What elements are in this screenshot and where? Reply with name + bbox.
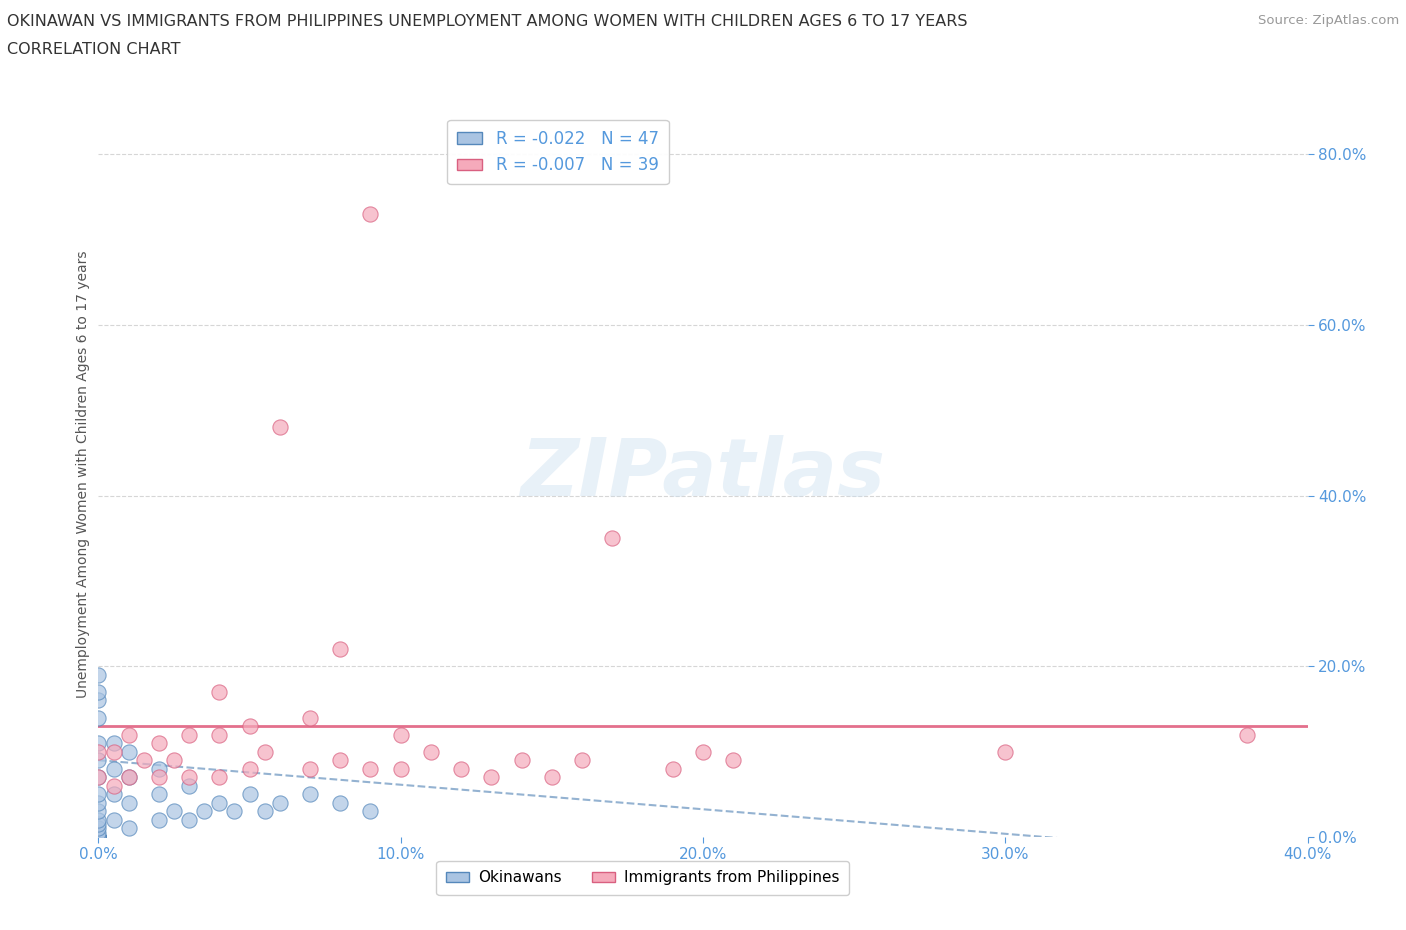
Point — [329, 795, 352, 810]
Point — [179, 778, 201, 793]
Y-axis label: Unemployment Among Women with Children Ages 6 to 17 years: Unemployment Among Women with Children A… — [76, 250, 90, 698]
Point — [1236, 727, 1258, 742]
Point — [723, 752, 745, 767]
Point — [148, 770, 170, 785]
Point — [692, 744, 714, 759]
Point — [87, 830, 110, 844]
Point — [163, 752, 186, 767]
Point — [661, 762, 683, 777]
Text: OKINAWAN VS IMMIGRANTS FROM PHILIPPINES UNEMPLOYMENT AMONG WOMEN WITH CHILDREN A: OKINAWAN VS IMMIGRANTS FROM PHILIPPINES … — [7, 14, 967, 29]
Point — [193, 804, 215, 818]
Point — [87, 684, 110, 699]
Point — [540, 770, 562, 785]
Legend: Okinawans, Immigrants from Philippines: Okinawans, Immigrants from Philippines — [436, 861, 849, 895]
Point — [87, 830, 110, 844]
Point — [118, 744, 141, 759]
Point — [103, 787, 125, 802]
Point — [87, 830, 110, 844]
Point — [87, 830, 110, 844]
Point — [420, 744, 443, 759]
Point — [87, 736, 110, 751]
Point — [481, 770, 503, 785]
Point — [87, 804, 110, 818]
Text: CORRELATION CHART: CORRELATION CHART — [7, 42, 180, 57]
Point — [208, 727, 231, 742]
Point — [103, 762, 125, 777]
Point — [103, 813, 125, 828]
Point — [360, 804, 382, 818]
Point — [148, 787, 170, 802]
Point — [87, 817, 110, 831]
Point — [239, 762, 262, 777]
Point — [132, 752, 155, 767]
Point — [87, 830, 110, 844]
Point — [450, 762, 472, 777]
Point — [179, 813, 201, 828]
Point — [179, 770, 201, 785]
Point — [329, 752, 352, 767]
Point — [87, 693, 110, 708]
Point — [87, 825, 110, 840]
Point — [87, 744, 110, 759]
Point — [103, 778, 125, 793]
Point — [118, 770, 141, 785]
Point — [269, 795, 291, 810]
Point — [389, 762, 412, 777]
Point — [103, 736, 125, 751]
Point — [148, 813, 170, 828]
Point — [87, 668, 110, 683]
Point — [239, 787, 262, 802]
Point — [602, 531, 624, 546]
Point — [163, 804, 186, 818]
Point — [87, 795, 110, 810]
Point — [360, 762, 382, 777]
Point — [87, 752, 110, 767]
Point — [118, 727, 141, 742]
Point — [87, 830, 110, 844]
Point — [118, 795, 141, 810]
Point — [571, 752, 593, 767]
Point — [87, 770, 110, 785]
Point — [103, 744, 125, 759]
Point — [299, 787, 322, 802]
Point — [299, 762, 322, 777]
Text: Source: ZipAtlas.com: Source: ZipAtlas.com — [1258, 14, 1399, 27]
Point — [118, 821, 141, 836]
Point — [208, 770, 231, 785]
Point — [299, 711, 322, 725]
Point — [208, 684, 231, 699]
Point — [360, 206, 382, 221]
Point — [118, 770, 141, 785]
Point — [148, 762, 170, 777]
Point — [208, 795, 231, 810]
Point — [87, 813, 110, 828]
Point — [87, 770, 110, 785]
Point — [329, 642, 352, 657]
Point — [87, 787, 110, 802]
Point — [87, 830, 110, 844]
Point — [87, 830, 110, 844]
Point — [87, 830, 110, 844]
Point — [253, 804, 276, 818]
Point — [224, 804, 246, 818]
Point — [510, 752, 533, 767]
Point — [389, 727, 412, 742]
Point — [87, 830, 110, 844]
Point — [239, 719, 262, 734]
Point — [253, 744, 276, 759]
Point — [179, 727, 201, 742]
Point — [148, 736, 170, 751]
Point — [269, 420, 291, 435]
Point — [994, 744, 1017, 759]
Point — [87, 821, 110, 836]
Point — [87, 711, 110, 725]
Text: ZIPatlas: ZIPatlas — [520, 435, 886, 513]
